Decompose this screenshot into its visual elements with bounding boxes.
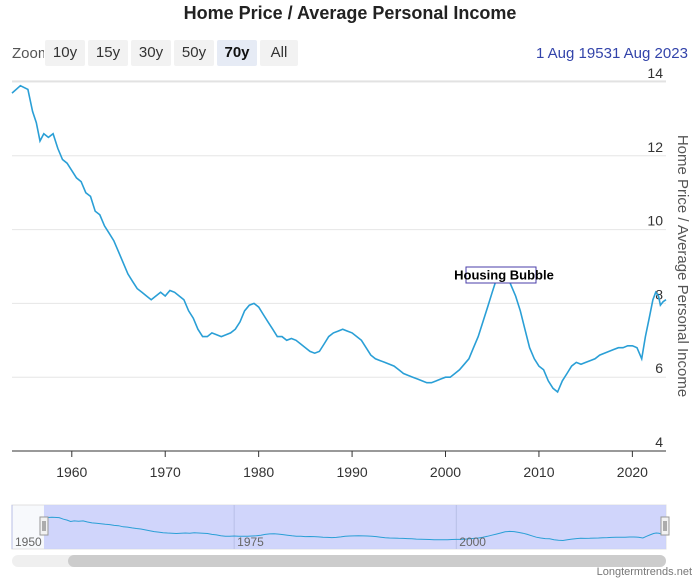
navigator-handle-left[interactable] — [39, 516, 49, 536]
navigator-label-1975: 1975 — [237, 535, 264, 549]
y-axis-label: Home Price / Average Personal Income — [674, 135, 691, 397]
zoom-button-50y[interactable]: 50y — [174, 40, 214, 66]
x-tick-label-1990: 1990 — [337, 464, 368, 480]
annotation-box — [465, 266, 537, 284]
x-tick-label-2010: 2010 — [523, 464, 554, 480]
y-axis: 4 6 8 10 12 14 — [647, 65, 663, 450]
navigator-label-1950: 1950 — [15, 535, 42, 549]
scrollbar-thumb[interactable] — [68, 555, 666, 567]
zoom-button-70y[interactable]: 70y — [217, 40, 257, 66]
x-tick-label-1960: 1960 — [56, 464, 87, 480]
x-tick-label-1970: 1970 — [150, 464, 181, 480]
annotation-label: Housing Bubble — [454, 268, 554, 283]
navigator[interactable]: 1950 1975 2000 — [11, 504, 670, 550]
annotation-housing-bubble: Housing Bubble — [454, 266, 554, 284]
zoom-button-15y[interactable]: 15y — [88, 40, 128, 66]
chart-title: Home Price / Average Personal Income — [183, 3, 517, 23]
navigator-handle-right-grip — [660, 516, 670, 536]
navigator-grid — [11, 505, 457, 549]
y-tick-label-8: 8 — [655, 286, 663, 302]
x-tick-label-1980: 1980 — [243, 464, 274, 480]
zoom-button-10y[interactable]: 10y — [45, 40, 85, 66]
zoom-label: Zoom — [12, 45, 44, 62]
range-end-date[interactable]: 1 Aug 2023 — [612, 45, 688, 62]
y-tick-label-12: 12 — [647, 139, 663, 155]
navigator-handle-left-grip — [39, 516, 49, 536]
y-tick-label-6: 6 — [655, 360, 663, 376]
y-tick-label-14: 14 — [647, 65, 663, 81]
watermark: Longtermtrends.net — [596, 566, 692, 578]
navigator-labels: 1950 1975 2000 — [15, 535, 486, 549]
navigator-label-2000: 2000 — [459, 535, 486, 549]
y-tick-label-10: 10 — [647, 213, 663, 229]
range-start-date[interactable]: 1 Aug 1953 — [536, 45, 612, 62]
series-line[interactable] — [11, 84, 667, 394]
x-tick-label-2020: 2020 — [617, 464, 648, 480]
navigator-selected-range[interactable] — [43, 505, 666, 549]
x-axis: 1960 1970 1980 1990 2000 2010 2020 — [12, 450, 666, 480]
zoom-button-30y[interactable]: 30y — [131, 40, 171, 66]
y-tick-label-4: 4 — [655, 434, 663, 450]
grid-lines — [12, 81, 666, 452]
navigator-handle-right[interactable] — [660, 516, 670, 536]
navigator-series-line — [43, 516, 667, 542]
x-tick-label-2000: 2000 — [430, 464, 461, 480]
zoom-button-all[interactable]: All — [260, 40, 298, 66]
